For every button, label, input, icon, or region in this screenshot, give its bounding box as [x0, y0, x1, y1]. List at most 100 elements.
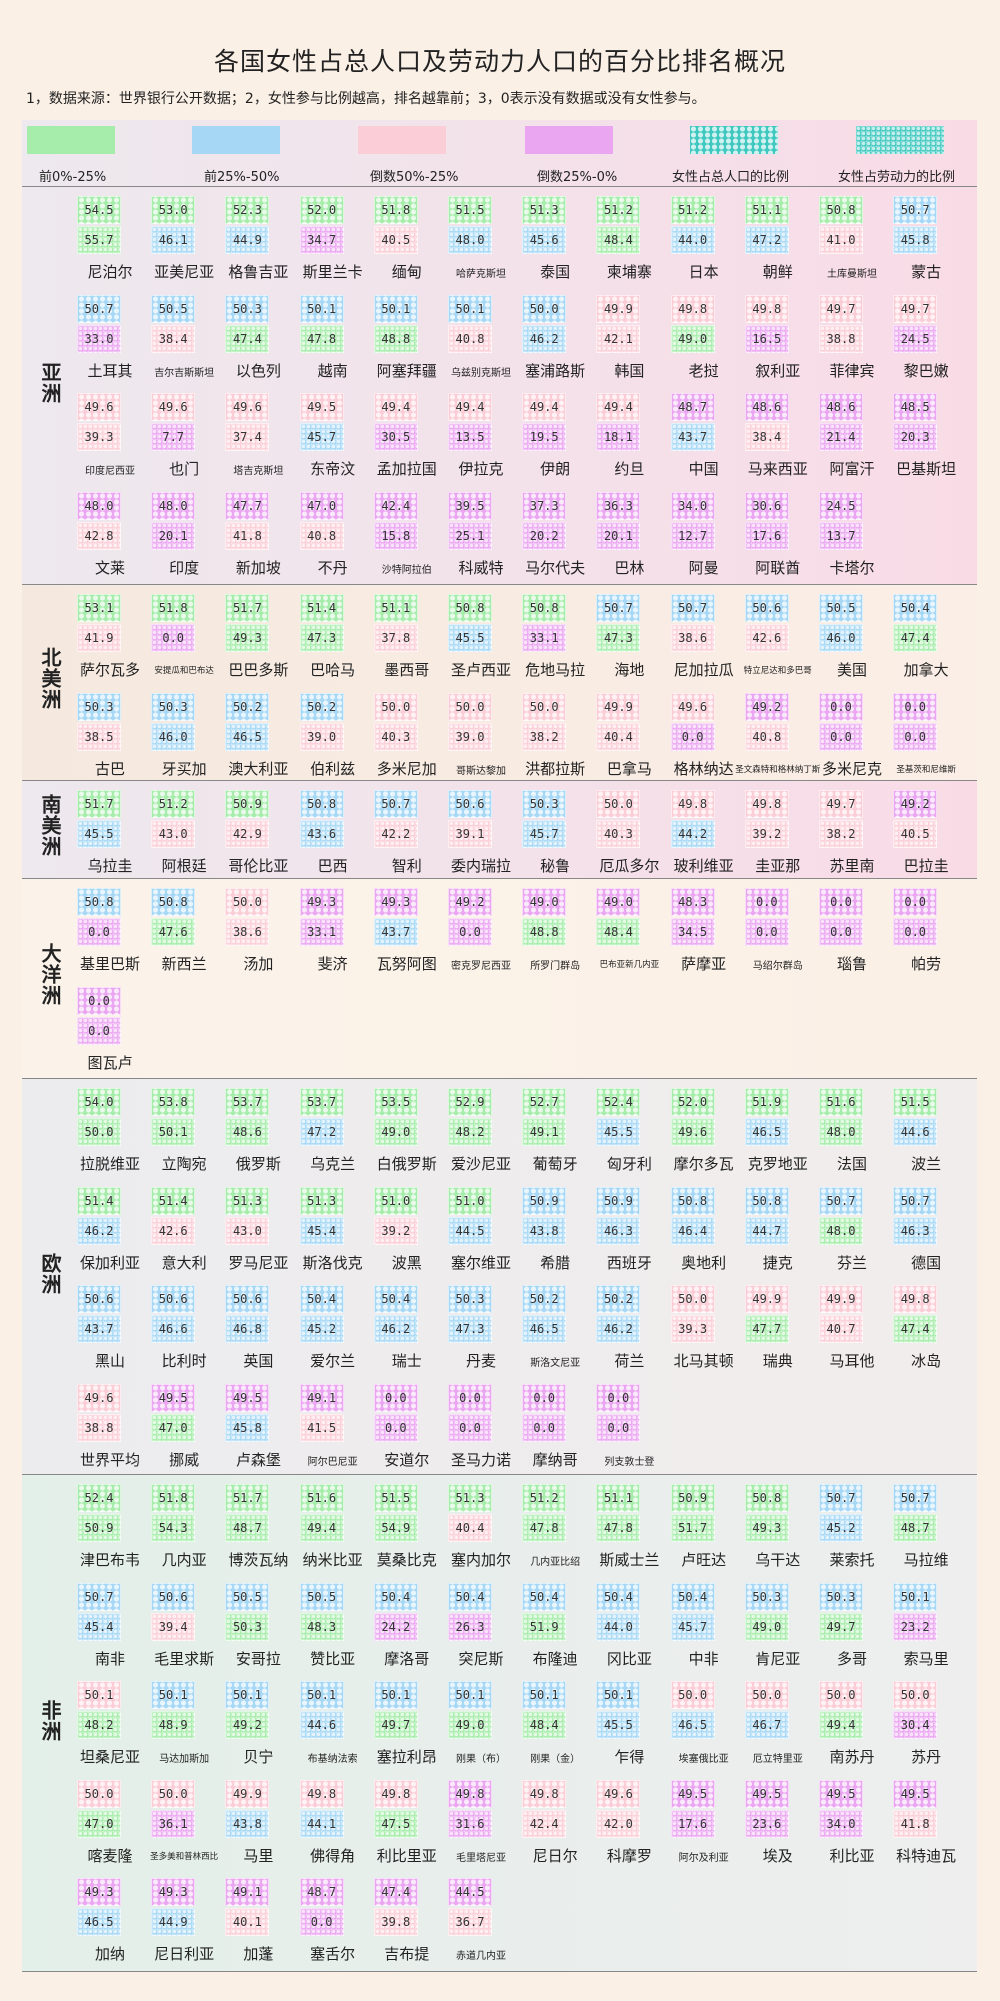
labor-share-value: 18.1 — [596, 423, 641, 451]
population-share-value: 51.2 — [151, 790, 196, 818]
population-share-value: 0.0 — [893, 692, 938, 721]
country-cell: 50.4 24.2 摩洛哥 — [369, 1582, 445, 1677]
country-cell: 50.0 38.2 洪都拉斯 — [517, 692, 593, 787]
population-share-value: 50.0 — [670, 1681, 715, 1709]
labor-share-value: 7.7 — [151, 423, 196, 451]
country-name: 尼泊尔 — [87, 263, 133, 281]
population-share-value: 49.7 — [893, 294, 938, 323]
labor-share-value: 49.0 — [373, 1118, 418, 1146]
country-cell: 50.8 46.4 奥地利 — [666, 1186, 742, 1281]
country-cell: 49.3 46.5 加纳 — [72, 1878, 148, 1972]
country-cell: 49.8 44.2 玻利维亚 — [666, 790, 742, 884]
country-name: 塞内加尔 — [450, 1551, 511, 1569]
country-name: 哥伦比亚 — [228, 857, 289, 875]
population-share-value: 53.7 — [299, 1088, 344, 1116]
labor-share-value: 46.1 — [151, 226, 196, 254]
population-share-value: 51.3 — [448, 1484, 492, 1512]
country-name: 吉尔吉斯斯坦 — [154, 367, 215, 379]
labor-share-value: 46.8 — [225, 1315, 270, 1343]
country-cell: 51.3 40.4 塞内加尔 — [443, 1484, 519, 1578]
country-name: 安哥拉 — [235, 1649, 281, 1668]
population-share-value: 51.4 — [151, 1186, 196, 1215]
country-name: 阿尔及利亚 — [678, 1852, 729, 1864]
labor-share-value: 47.3 — [596, 624, 641, 652]
population-share-value: 49.1 — [225, 1878, 270, 1906]
country-name: 苏里南 — [829, 857, 875, 875]
labor-share-value: 26.3 — [448, 1612, 492, 1641]
population-share-value: 50.4 — [448, 1582, 492, 1611]
legend-label: 倒数50%-25% — [370, 170, 459, 185]
labor-share-value: 47.3 — [299, 624, 344, 652]
labor-share-value: 49.7 — [373, 1711, 418, 1739]
country-name: 泰国 — [540, 263, 571, 281]
population-share-value: 49.4 — [448, 393, 492, 421]
labor-share-value: 47.3 — [448, 1315, 492, 1343]
population-share-value: 50.1 — [596, 1681, 641, 1709]
population-share-value: 49.5 — [299, 393, 344, 421]
labor-share-value: 46.6 — [151, 1315, 196, 1343]
labor-share-value: 46.3 — [893, 1216, 938, 1245]
labor-share-value: 40.1 — [225, 1908, 270, 1936]
population-share-value: 50.2 — [225, 692, 270, 721]
country-cell: 54.0 50.0 拉脱维亚 — [72, 1088, 148, 1182]
labor-share-value: 42.8 — [77, 521, 121, 550]
country-name: 摩洛哥 — [384, 1649, 430, 1668]
legend-label: 前0%-25% — [39, 170, 107, 185]
country-cell: 50.6 39.4 毛里求斯 — [146, 1582, 222, 1677]
population-share-value: 50.1 — [373, 1681, 418, 1709]
labor-share-value: 49.3 — [225, 624, 270, 652]
country-cell: 49.8 39.2 圭亚那 — [740, 790, 816, 884]
labor-share-value: 44.0 — [596, 1612, 641, 1641]
population-share-value: 51.5 — [893, 1088, 938, 1116]
labor-share-value: 50.9 — [77, 1514, 121, 1542]
population-share-value: 37.3 — [522, 491, 567, 520]
country-cell: 50.8 41.0 土库曼斯坦 — [814, 196, 890, 290]
country-name: 黑山 — [94, 1352, 125, 1370]
labor-share-value: 46.2 — [373, 1315, 418, 1343]
country-cell: 49.1 41.5 阿尔巴尼亚 — [295, 1383, 371, 1478]
country-cell: 50.1 23.2 索马里 — [888, 1582, 964, 1677]
labor-share-value: 41.0 — [819, 226, 863, 254]
country-name: 赤道几内亚 — [456, 1951, 506, 1962]
country-name: 埃及 — [762, 1846, 793, 1865]
country-name: 厄瓜多尔 — [599, 857, 660, 875]
continent-label: 北美洲 — [38, 647, 62, 710]
country-name: 古巴 — [94, 759, 125, 778]
country-cell: 49.6 7.7 也门 — [146, 393, 222, 487]
country-name: 墨西哥 — [384, 661, 430, 679]
labor-share-value: 45.8 — [893, 226, 938, 254]
labor-share-value: 40.4 — [596, 722, 641, 751]
population-share-value: 50.1 — [373, 294, 418, 323]
country-cell: 50.4 47.4 加拿大 — [888, 594, 964, 688]
labor-share-value: 45.2 — [299, 1315, 344, 1343]
labor-share-value: 44.2 — [670, 820, 715, 848]
labor-share-value: 41.8 — [893, 1809, 938, 1838]
legend-item: 前0%-25% — [27, 126, 115, 185]
country-name: 毛里塔尼亚 — [456, 1852, 506, 1864]
labor-share-value: 50.3 — [225, 1612, 270, 1641]
country-name: 意大利 — [161, 1253, 207, 1272]
country-name: 萨摩亚 — [681, 955, 727, 973]
labor-share-value: 44.9 — [225, 226, 270, 254]
population-share-value: 44.5 — [448, 1878, 492, 1906]
country-cell: 49.6 0.0 格林纳达 — [666, 692, 742, 787]
labor-share-value: 38.8 — [819, 324, 863, 353]
population-share-value: 36.3 — [596, 491, 641, 520]
labor-share-value: 48.0 — [819, 1216, 863, 1245]
country-name: 南非 — [94, 1649, 125, 1668]
labor-share-value: 44.1 — [299, 1809, 344, 1838]
country-cell: 48.7 0.0 塞舌尔 — [295, 1878, 371, 1972]
population-share-value: 50.2 — [522, 1285, 567, 1313]
country-name: 日本 — [688, 263, 719, 281]
labor-share-value: 30.5 — [373, 423, 418, 451]
population-share-value: 50.6 — [151, 1582, 196, 1611]
country-name: 柬埔寨 — [606, 263, 652, 281]
population-share-value: 49.6 — [151, 393, 196, 421]
population-share-value: 50.7 — [893, 1186, 938, 1215]
country-name: 瑞士 — [391, 1352, 422, 1370]
population-share-value: 49.0 — [596, 888, 641, 916]
country-name: 挪威 — [169, 1450, 200, 1469]
country-name: 南苏丹 — [829, 1748, 875, 1766]
country-cell: 51.3 45.4 斯洛伐克 — [295, 1186, 371, 1281]
continent-section: 北美洲 53.1 41.9 萨尔瓦多 51.8 0.0 安提瓜和巴布达 51.7 49.3 巴巴多… — [22, 585, 977, 781]
